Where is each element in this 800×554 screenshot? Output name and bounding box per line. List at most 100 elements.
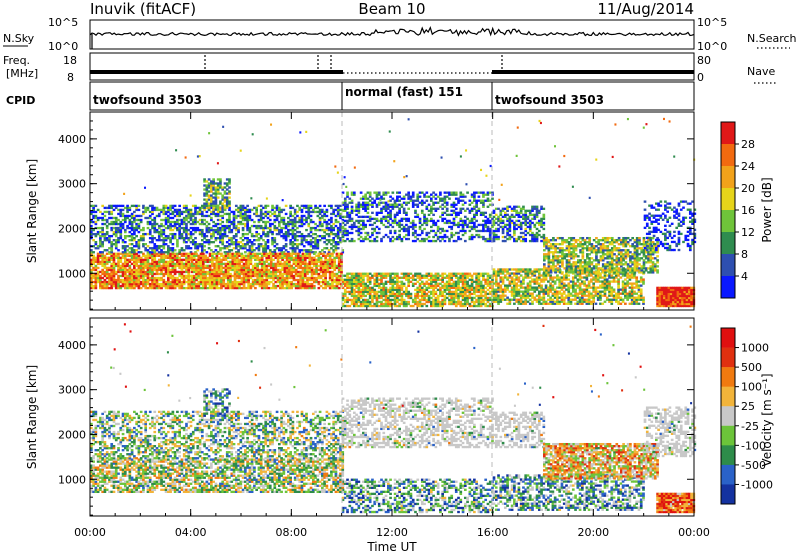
power-cell (414, 229, 417, 233)
power-cell (391, 191, 395, 194)
power-cell (173, 204, 177, 208)
power-cell (112, 239, 116, 242)
power-cell (228, 228, 231, 232)
power-cell (130, 251, 134, 254)
power-cell (441, 300, 444, 304)
power-cell (434, 221, 438, 225)
power-cell (276, 256, 280, 260)
power-cell (190, 286, 194, 290)
power-cell (162, 260, 166, 264)
power-cell (336, 228, 340, 232)
power-cell (256, 262, 260, 266)
power-cell (276, 278, 280, 282)
power-cell (441, 290, 444, 294)
power-cell (281, 272, 284, 276)
power-cell (194, 245, 197, 248)
power-cell (217, 262, 221, 266)
power-cell (185, 264, 188, 268)
power-cell (414, 225, 417, 229)
power-cell (305, 216, 308, 220)
power-cell (470, 300, 474, 304)
power-cell (470, 276, 474, 279)
power-cell (169, 276, 172, 280)
power-cell (220, 278, 223, 282)
power-cell (301, 256, 305, 260)
power-cell (219, 247, 222, 250)
power-cell (230, 230, 234, 234)
power-cell (411, 304, 415, 308)
power-cell (321, 234, 324, 238)
power-cell (396, 191, 399, 194)
power-cell (225, 202, 229, 205)
power-cell (386, 274, 390, 277)
power-cell (282, 208, 286, 212)
power-cell (201, 258, 205, 262)
power-cell (267, 268, 271, 272)
power-cell (94, 278, 98, 282)
power-cell (142, 278, 145, 282)
power-cell (258, 262, 262, 266)
power-cell (277, 247, 281, 250)
power-cell (187, 286, 191, 290)
power-cell (142, 206, 145, 210)
power-cell (350, 292, 354, 296)
power-cell (311, 251, 315, 254)
power-cell (340, 252, 343, 255)
power-cell (153, 276, 157, 280)
power-cell (182, 204, 186, 208)
power-cell (473, 292, 476, 296)
power-cell (466, 223, 469, 227)
power-cell (250, 232, 254, 236)
power-cell (112, 230, 116, 234)
nave-label: Nave (747, 65, 775, 78)
power-cell (443, 296, 447, 300)
power-cell (491, 278, 494, 281)
power-cell (400, 223, 404, 227)
power-cell (443, 201, 447, 204)
power-cell (326, 262, 330, 266)
power-cell (221, 234, 225, 238)
power-cell (242, 284, 246, 288)
power-cell (290, 256, 293, 260)
power-cell (384, 292, 388, 296)
power-cell (264, 234, 268, 238)
power-cell (226, 280, 230, 284)
power-cell (389, 213, 392, 217)
power-cell (108, 239, 111, 242)
power-cell (292, 266, 296, 270)
power-cell (247, 268, 250, 272)
power-cell (430, 276, 433, 279)
power-cell (262, 226, 265, 230)
power-cell (339, 230, 342, 234)
power-cell (94, 214, 98, 218)
power-cell (389, 199, 392, 202)
power-cell (445, 286, 449, 290)
power-cell (219, 184, 222, 187)
power-cell (101, 270, 104, 274)
power-cell (488, 203, 492, 206)
power-cell (210, 186, 213, 189)
power-cell (386, 300, 390, 304)
power-cell (380, 221, 383, 225)
power-cell (293, 220, 297, 224)
power-cell (293, 208, 297, 212)
power-cell (92, 206, 95, 210)
power-cell (323, 236, 326, 240)
power-cell (90, 286, 93, 290)
power-cell (219, 218, 222, 222)
power-cell (290, 270, 293, 274)
power-cell (321, 228, 324, 232)
power-cell (423, 215, 426, 219)
power-cell (277, 222, 281, 226)
power-cell (133, 284, 136, 288)
power-cell (315, 280, 318, 284)
power-cell (291, 214, 295, 218)
power-cell (332, 226, 336, 230)
power-cell (264, 222, 268, 226)
power-cell (288, 280, 291, 284)
power-cell (234, 204, 238, 208)
power-cell (217, 274, 221, 278)
power-cell (450, 225, 454, 229)
power-cell (430, 282, 433, 285)
power-cell (204, 274, 207, 278)
